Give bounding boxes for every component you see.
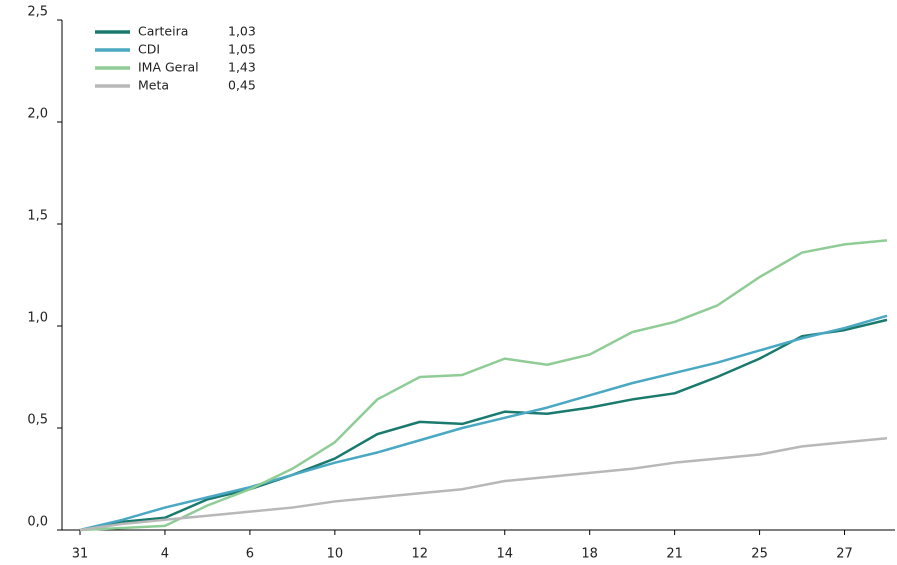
x-tick-label: 25	[751, 547, 768, 562]
legend-value: 1,03	[228, 24, 256, 39]
y-tick-label: 0,0	[27, 515, 48, 530]
x-tick-label: 31	[72, 547, 89, 562]
legend: Carteira 1,03 CDI 1,05 IMA Geral 1,43 Meta 0,45	[95, 24, 256, 93]
x-tick-label: 18	[581, 547, 598, 562]
legend-value: 0,45	[228, 78, 256, 93]
y-tick-label: 2,5	[27, 5, 48, 20]
y-tick-label: 2,0	[27, 107, 48, 122]
legend-value: 1,43	[228, 60, 256, 75]
x-tick-label: 21	[666, 547, 683, 562]
x-tick-label: 6	[246, 547, 254, 562]
series-line	[79, 239, 888, 532]
x-tick-label: 12	[412, 547, 429, 562]
y-tick-label: 1,5	[27, 209, 48, 224]
legend-label: Carteira	[138, 24, 188, 39]
legend-label: CDI	[138, 42, 160, 57]
legend-label: Meta	[138, 78, 169, 93]
y-tick-label: 1,0	[27, 311, 48, 326]
legend-value: 1,05	[228, 42, 256, 57]
series-line	[79, 436, 888, 532]
legend-label: IMA Geral	[138, 60, 199, 75]
x-tick-label: 14	[496, 547, 513, 562]
y-tick-label: 0,5	[27, 413, 48, 428]
x-tick-label: 4	[161, 547, 169, 562]
series-line	[79, 314, 888, 532]
x-tick-label: 27	[836, 547, 853, 562]
series-line	[79, 318, 888, 532]
x-tick-label: 10	[327, 547, 344, 562]
